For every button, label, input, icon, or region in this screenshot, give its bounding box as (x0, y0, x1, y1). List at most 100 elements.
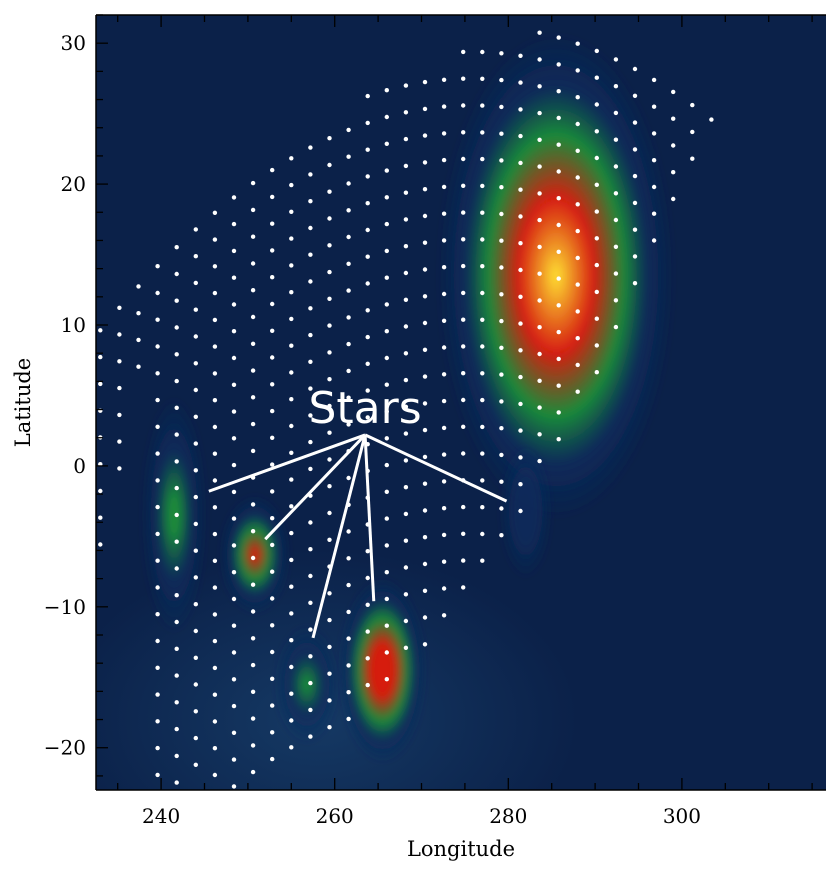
sample-point (155, 451, 160, 456)
sample-point (537, 30, 542, 35)
sample-point (690, 156, 695, 161)
sample-point (231, 409, 237, 414)
sample-point (231, 543, 237, 548)
sample-point (594, 236, 599, 241)
sample-point (270, 301, 275, 307)
sample-point (174, 726, 179, 732)
sample-point (327, 189, 332, 194)
sample-point (499, 211, 504, 217)
sample-point (461, 237, 466, 242)
sample-point (422, 294, 428, 299)
sample-point (461, 183, 466, 188)
sample-point (461, 76, 466, 81)
sample-point (403, 431, 409, 436)
sample-point (231, 516, 237, 521)
sample-point (671, 143, 676, 148)
sample-point (518, 53, 523, 58)
sample-point (480, 49, 485, 55)
sample-point (461, 156, 466, 162)
sample-point (346, 234, 351, 240)
sample-point (422, 535, 428, 540)
y-tick-label: 30 (61, 31, 86, 55)
sample-point (594, 370, 599, 375)
sample-point (384, 650, 389, 655)
sample-point (212, 237, 218, 242)
sample-point (384, 677, 389, 682)
sample-point (327, 671, 332, 676)
sample-point (98, 381, 103, 387)
sample-point (537, 325, 542, 330)
sample-point (690, 102, 695, 108)
y-tick-label: −20 (44, 736, 86, 760)
sample-point (480, 290, 485, 296)
sample-point (231, 248, 237, 254)
sample-point (575, 68, 580, 73)
sample-point (289, 156, 294, 161)
sample-point (193, 575, 198, 580)
sample-point (384, 248, 389, 254)
sample-point (671, 89, 676, 95)
sample-point (231, 677, 237, 682)
sample-point (289, 664, 294, 670)
sample-point (327, 644, 332, 650)
sample-point (461, 344, 466, 349)
sample-point (136, 284, 141, 289)
sample-point (613, 84, 619, 89)
sample-point (270, 649, 275, 655)
sample-point (480, 156, 485, 162)
sample-point (174, 646, 179, 651)
sample-point (212, 290, 218, 296)
sample-point (613, 57, 619, 62)
sample-point (632, 281, 638, 286)
sample-point (346, 475, 351, 481)
sample-point (632, 173, 638, 179)
sample-point (499, 265, 504, 270)
sample-point (308, 734, 313, 739)
sample-point (441, 184, 447, 190)
sample-point (480, 210, 485, 215)
sample-point (422, 133, 428, 138)
sample-point (308, 332, 313, 338)
sample-point (422, 320, 428, 326)
sample-point (250, 636, 256, 641)
source-blob (142, 397, 206, 633)
sample-point (327, 377, 332, 382)
sample-point (403, 377, 409, 383)
sample-point (422, 427, 428, 433)
sample-point (461, 263, 466, 269)
sample-point (403, 136, 409, 142)
sample-point (250, 743, 256, 748)
sample-point (327, 136, 332, 141)
sample-point (384, 302, 389, 307)
sample-point (193, 521, 198, 527)
sample-point (327, 350, 332, 355)
sample-point (365, 361, 370, 366)
sample-point (632, 93, 638, 99)
sample-point (308, 199, 313, 204)
sample-point (155, 344, 160, 349)
sample-point (556, 222, 561, 228)
sample-point (403, 538, 409, 543)
sample-point (270, 569, 275, 574)
sample-point (403, 217, 409, 222)
sample-point (365, 120, 370, 126)
sample-point (174, 700, 179, 705)
sample-point (155, 371, 160, 376)
sample-point (537, 191, 542, 196)
x-axis-title: Longitude (407, 837, 515, 861)
sample-point (231, 596, 237, 602)
sample-point (403, 190, 409, 195)
sample-point (346, 636, 351, 641)
sample-point (613, 324, 619, 330)
sample-point (117, 412, 122, 418)
sample-point (250, 502, 256, 507)
sample-point (575, 282, 580, 287)
sample-point (365, 629, 370, 634)
sample-point (613, 244, 619, 249)
sample-point (270, 435, 275, 440)
sample-point (289, 209, 294, 214)
sample-point (270, 408, 275, 414)
sample-point (174, 325, 179, 330)
sample-point (327, 537, 332, 542)
sample-point (422, 588, 428, 593)
